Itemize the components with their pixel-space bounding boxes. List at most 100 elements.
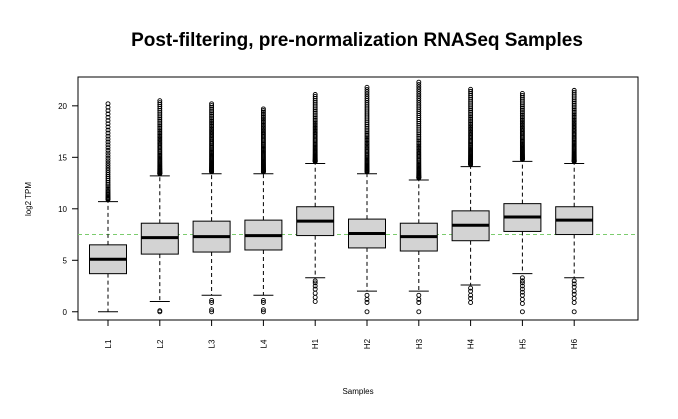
outlier-point xyxy=(209,307,215,313)
chart-title: Post-filtering, pre-normalization RNASeq… xyxy=(131,30,583,51)
outlier-point xyxy=(209,117,215,123)
outlier-point xyxy=(105,153,111,159)
outlier-point xyxy=(312,122,318,128)
outlier-point xyxy=(105,108,111,114)
x-tick-label: H1 xyxy=(311,338,320,349)
outlier-point xyxy=(364,84,370,90)
outlier-point xyxy=(519,283,525,289)
outlier-point xyxy=(519,111,525,117)
outlier-point xyxy=(209,300,215,305)
outlier-point xyxy=(260,121,266,126)
outlier-point xyxy=(364,135,370,141)
outlier-point xyxy=(157,133,163,139)
outlier-point xyxy=(519,109,525,115)
outlier-point xyxy=(260,119,266,125)
outlier-point xyxy=(519,125,525,131)
outlier-point xyxy=(105,163,111,169)
outlier-point xyxy=(312,120,318,126)
outlier-point xyxy=(468,113,474,119)
outlier-point xyxy=(157,127,163,133)
outlier-point xyxy=(260,309,266,315)
outlier-point xyxy=(519,116,525,122)
outlier-point xyxy=(105,165,111,171)
outlier-point xyxy=(519,92,525,98)
y-axis: 0 5 10 15 20 xyxy=(58,102,79,317)
outlier-point xyxy=(260,307,266,313)
outlier-point xyxy=(519,112,525,118)
outlier-point xyxy=(312,119,318,125)
outlier-point xyxy=(260,106,266,112)
outlier-point xyxy=(364,137,370,143)
outlier-point xyxy=(157,132,163,137)
outlier-point xyxy=(312,294,318,300)
outlier-point xyxy=(209,126,215,132)
outlier-point xyxy=(157,100,163,106)
box-L1 xyxy=(89,101,127,313)
outlier-point xyxy=(260,122,266,128)
x-tick-label: H3 xyxy=(415,338,424,349)
outlier-point xyxy=(364,87,370,93)
y-tick-label: 20 xyxy=(58,102,67,111)
outlier-point xyxy=(209,129,215,135)
outlier-point xyxy=(519,123,525,129)
outlier-point xyxy=(468,116,474,122)
outlier-point xyxy=(209,118,215,124)
outlier-point xyxy=(571,111,577,117)
outlier-point xyxy=(312,114,318,120)
outlier-point xyxy=(416,148,422,154)
outlier-point xyxy=(157,136,163,142)
outlier-point xyxy=(312,128,318,134)
box-H6 xyxy=(555,87,594,315)
outlier-point xyxy=(364,132,370,138)
outlier-point xyxy=(105,130,111,136)
outlier-point xyxy=(209,131,215,137)
box-L2 xyxy=(140,98,179,315)
outlier-point xyxy=(364,142,370,148)
outlier-point xyxy=(312,278,318,284)
outlier-point xyxy=(105,142,111,148)
x-tick-label: L2 xyxy=(156,339,165,348)
outlier-point xyxy=(260,111,266,117)
y-tick-label: 0 xyxy=(63,308,68,317)
outlier-point xyxy=(571,120,577,126)
outlier-point xyxy=(209,113,215,119)
outlier-point xyxy=(416,142,422,148)
outlier-point xyxy=(105,167,111,173)
outlier-point xyxy=(209,123,215,129)
outlier-point xyxy=(468,123,474,129)
outlier-point xyxy=(519,280,525,286)
outlier-point xyxy=(157,138,163,144)
box-H4 xyxy=(451,86,490,305)
outlier-point xyxy=(468,127,474,133)
outlier-point xyxy=(416,145,422,151)
outlier-point xyxy=(364,292,370,298)
outlier-point xyxy=(105,169,111,175)
outlier-point xyxy=(105,121,111,127)
outlier-point xyxy=(468,285,474,291)
outlier-point xyxy=(209,309,215,315)
outlier-point xyxy=(416,93,422,99)
outlier-point xyxy=(468,288,474,294)
outlier-point xyxy=(571,112,577,118)
outlier-point xyxy=(105,188,111,194)
outlier-point xyxy=(571,106,577,112)
outlier-point xyxy=(260,124,266,130)
outlier-point xyxy=(519,91,525,96)
outlier-point xyxy=(416,82,422,87)
y-tick-label: 5 xyxy=(63,256,68,265)
outlier-point xyxy=(260,114,266,120)
outlier-point xyxy=(571,117,577,123)
outlier-point xyxy=(416,137,422,143)
outlier-point xyxy=(312,280,318,286)
outlier-point xyxy=(312,92,318,97)
outlier-point xyxy=(312,130,318,135)
outlier-point xyxy=(364,143,370,149)
outlier-point xyxy=(519,309,525,315)
outlier-point xyxy=(105,136,111,142)
outlier-point xyxy=(105,124,111,130)
outlier-point xyxy=(416,91,422,97)
outlier-point xyxy=(260,113,266,119)
outlier-point xyxy=(468,121,474,127)
outlier-point xyxy=(312,290,318,296)
